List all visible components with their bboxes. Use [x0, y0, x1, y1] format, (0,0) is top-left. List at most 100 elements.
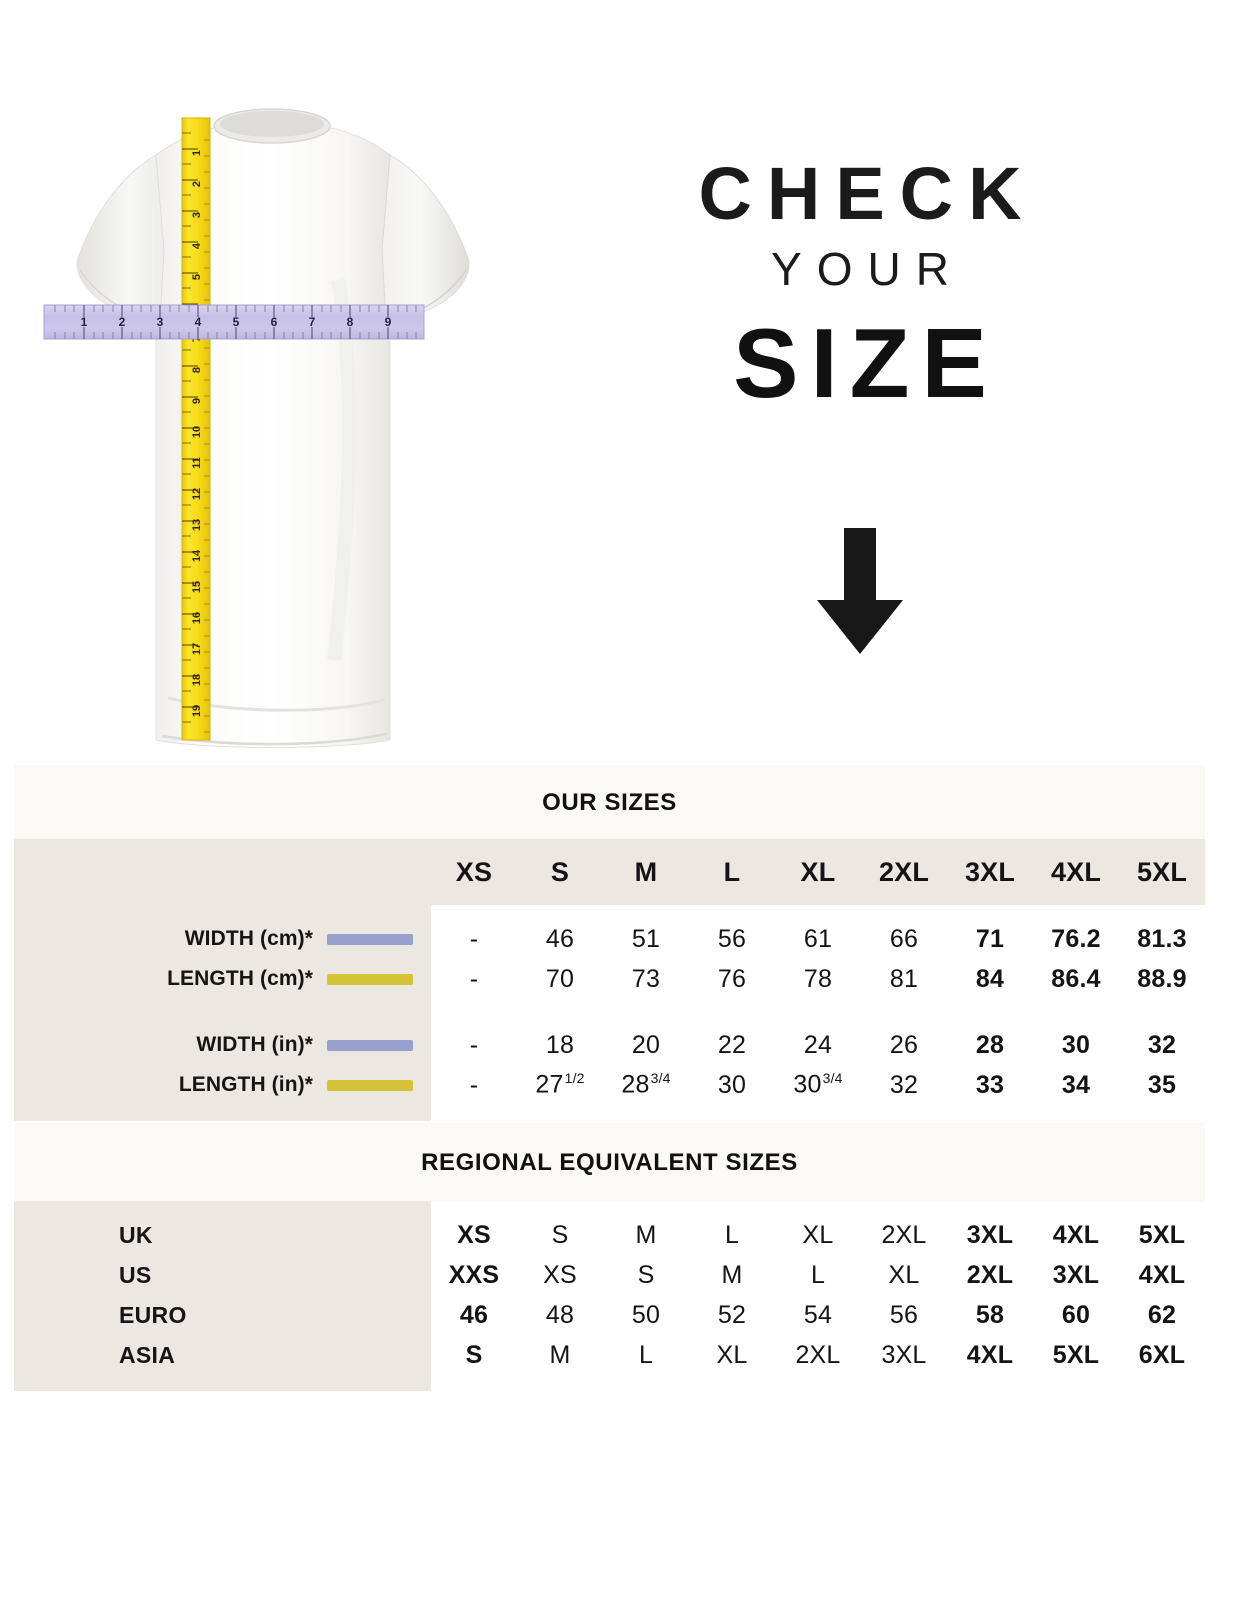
table-row: - 46 51 56 61 66 71 76.2 81.3 [431, 919, 1205, 959]
size-table: OUR SIZES XS S M L XL 2XL 3XL 4XL 5XL WI… [14, 765, 1205, 1411]
length-color-swatch [327, 973, 413, 985]
measurements-block: WIDTH (cm)* LENGTH (cm)* WIDTH (in)* LEN… [14, 905, 1205, 1121]
svg-text:13: 13 [191, 519, 203, 531]
cell-euro-2xl: 56 [889, 1300, 919, 1329]
cell-us-xl: L [810, 1260, 826, 1289]
cell-length-in-3xl: 33 [947, 1071, 1033, 1100]
hero-section: 1 2 3 4 5 6 7 8 9 10 11 12 13 14 [0, 0, 1251, 765]
svg-text:11: 11 [191, 457, 203, 469]
value: 30 [717, 1070, 747, 1099]
svg-text:8: 8 [347, 315, 354, 329]
cell-asia-l: XL [716, 1340, 748, 1369]
value: 35 [1147, 1070, 1177, 1099]
cell-width-in-5xl: 32 [1147, 1030, 1177, 1059]
size-header-row: XS S M L XL 2XL 3XL 4XL 5XL [14, 839, 1205, 905]
svg-text:15: 15 [191, 581, 203, 593]
vertical-tape-measure: 1 2 3 4 5 6 7 8 9 10 11 12 13 14 [181, 117, 211, 741]
down-arrow-icon [817, 528, 903, 654]
value: 30 [793, 1070, 822, 1099]
svg-text:4: 4 [195, 315, 202, 329]
cell-euro-4xl: 60 [1061, 1300, 1091, 1329]
cell-asia-s: M [549, 1340, 571, 1369]
table-row: S M L XL 2XL 3XL 4XL 5XL 6XL [431, 1335, 1205, 1375]
cell-us-5xl: 4XL [1138, 1260, 1186, 1289]
label-length-cm: LENGTH (cm)* [167, 967, 313, 990]
cell-width-cm-3xl: 71 [975, 924, 1005, 953]
cell-euro-3xl: 58 [975, 1300, 1005, 1329]
cell-length-in-5xl: 35 [1119, 1071, 1205, 1100]
fraction: 3/4 [822, 1070, 843, 1087]
svg-text:18: 18 [191, 674, 203, 686]
cell-asia-4xl: 5XL [1052, 1340, 1100, 1369]
size-header-xs: XS [431, 856, 517, 888]
size-header-3xl: 3XL [947, 856, 1033, 888]
cell-us-3xl: 2XL [966, 1260, 1014, 1289]
cell-width-cm-l: 56 [717, 924, 747, 953]
cell-us-4xl: 3XL [1052, 1260, 1100, 1289]
svg-text:19: 19 [191, 705, 203, 717]
cell-width-in-3xl: 28 [975, 1030, 1005, 1059]
size-header-s: S [517, 856, 603, 888]
cell-euro-5xl: 62 [1147, 1300, 1177, 1329]
row-label-width-in: WIDTH (in)* [14, 1025, 431, 1065]
table-row: - 70 73 76 78 81 84 86.4 88.9 [431, 959, 1205, 999]
cell-length-cm-2xl: 81 [889, 964, 919, 993]
size-header-5xl: 5XL [1119, 856, 1205, 888]
cell-length-in-xl: 303/4 [775, 1070, 861, 1099]
our-sizes-title: OUR SIZES [14, 765, 1205, 839]
cell-length-cm-m: 73 [631, 964, 661, 993]
svg-text:7: 7 [309, 315, 316, 329]
hero-headline: CHECK YOUR SIZE [600, 155, 1120, 415]
cell-length-cm-5xl: 88.9 [1137, 964, 1187, 993]
cell-width-cm-s: 46 [545, 924, 575, 953]
cell-asia-xl: 2XL [795, 1340, 841, 1369]
cell-width-in-m: 20 [631, 1030, 661, 1059]
row-label-euro: EURO [14, 1295, 431, 1335]
svg-text:3: 3 [157, 315, 164, 329]
cell-uk-xl: XL [802, 1220, 834, 1249]
svg-text:5: 5 [233, 315, 240, 329]
value: 33 [975, 1070, 1005, 1099]
cell-width-in-2xl: 26 [889, 1030, 919, 1059]
cell-uk-5xl: 5XL [1138, 1220, 1186, 1249]
value: 28 [621, 1070, 650, 1099]
cell-length-cm-xl: 78 [803, 964, 833, 993]
cell-width-cm-5xl: 81.3 [1137, 924, 1187, 953]
value: 32 [889, 1070, 919, 1099]
svg-text:3: 3 [191, 212, 203, 218]
size-header-4xl: 4XL [1033, 856, 1119, 888]
regional-block: UK US EURO ASIA XS S M [14, 1201, 1205, 1391]
cell-uk-4xl: 4XL [1052, 1220, 1100, 1249]
measurement-data-column: - 46 51 56 61 66 71 76.2 81.3 - 70 73 76… [431, 905, 1205, 1121]
cell-length-in-l: 30 [689, 1071, 775, 1100]
cell-length-cm-s: 70 [545, 964, 575, 993]
svg-text:2: 2 [191, 181, 203, 187]
cell-euro-l: 52 [717, 1300, 747, 1329]
svg-text:16: 16 [191, 612, 203, 624]
row-label-length-in: LENGTH (in)* [14, 1065, 431, 1105]
label-euro: EURO [119, 1301, 187, 1328]
size-header-m: M [603, 856, 689, 888]
cell-uk-3xl: 3XL [966, 1220, 1014, 1249]
cell-us-s: XS [543, 1260, 577, 1289]
size-header-2xl: 2XL [861, 856, 947, 888]
horizontal-ruler: 1 2 3 4 5 6 7 8 9 [43, 304, 425, 340]
cell-width-in-xs: - [469, 1030, 479, 1059]
cell-width-in-4xl: 30 [1061, 1030, 1091, 1059]
measurement-label-column: WIDTH (cm)* LENGTH (cm)* WIDTH (in)* LEN… [14, 905, 431, 1121]
cell-width-cm-xs: - [469, 924, 479, 953]
row-label-us: US [14, 1255, 431, 1295]
label-length-in: LENGTH (in)* [178, 1073, 313, 1096]
svg-text:6: 6 [271, 315, 278, 329]
svg-text:1: 1 [191, 150, 203, 156]
cell-length-cm-4xl: 86.4 [1051, 964, 1101, 993]
svg-text:1: 1 [81, 315, 88, 329]
cell-length-cm-3xl: 84 [975, 964, 1005, 993]
cell-uk-2xl: 2XL [881, 1220, 927, 1249]
fraction: 3/4 [650, 1070, 671, 1087]
regional-label-column: UK US EURO ASIA [14, 1201, 431, 1391]
cell-euro-xs: 46 [459, 1300, 489, 1329]
svg-text:2: 2 [119, 315, 126, 329]
tshirt-svg: 1 2 3 4 5 6 7 8 9 10 11 12 13 14 [43, 108, 470, 748]
